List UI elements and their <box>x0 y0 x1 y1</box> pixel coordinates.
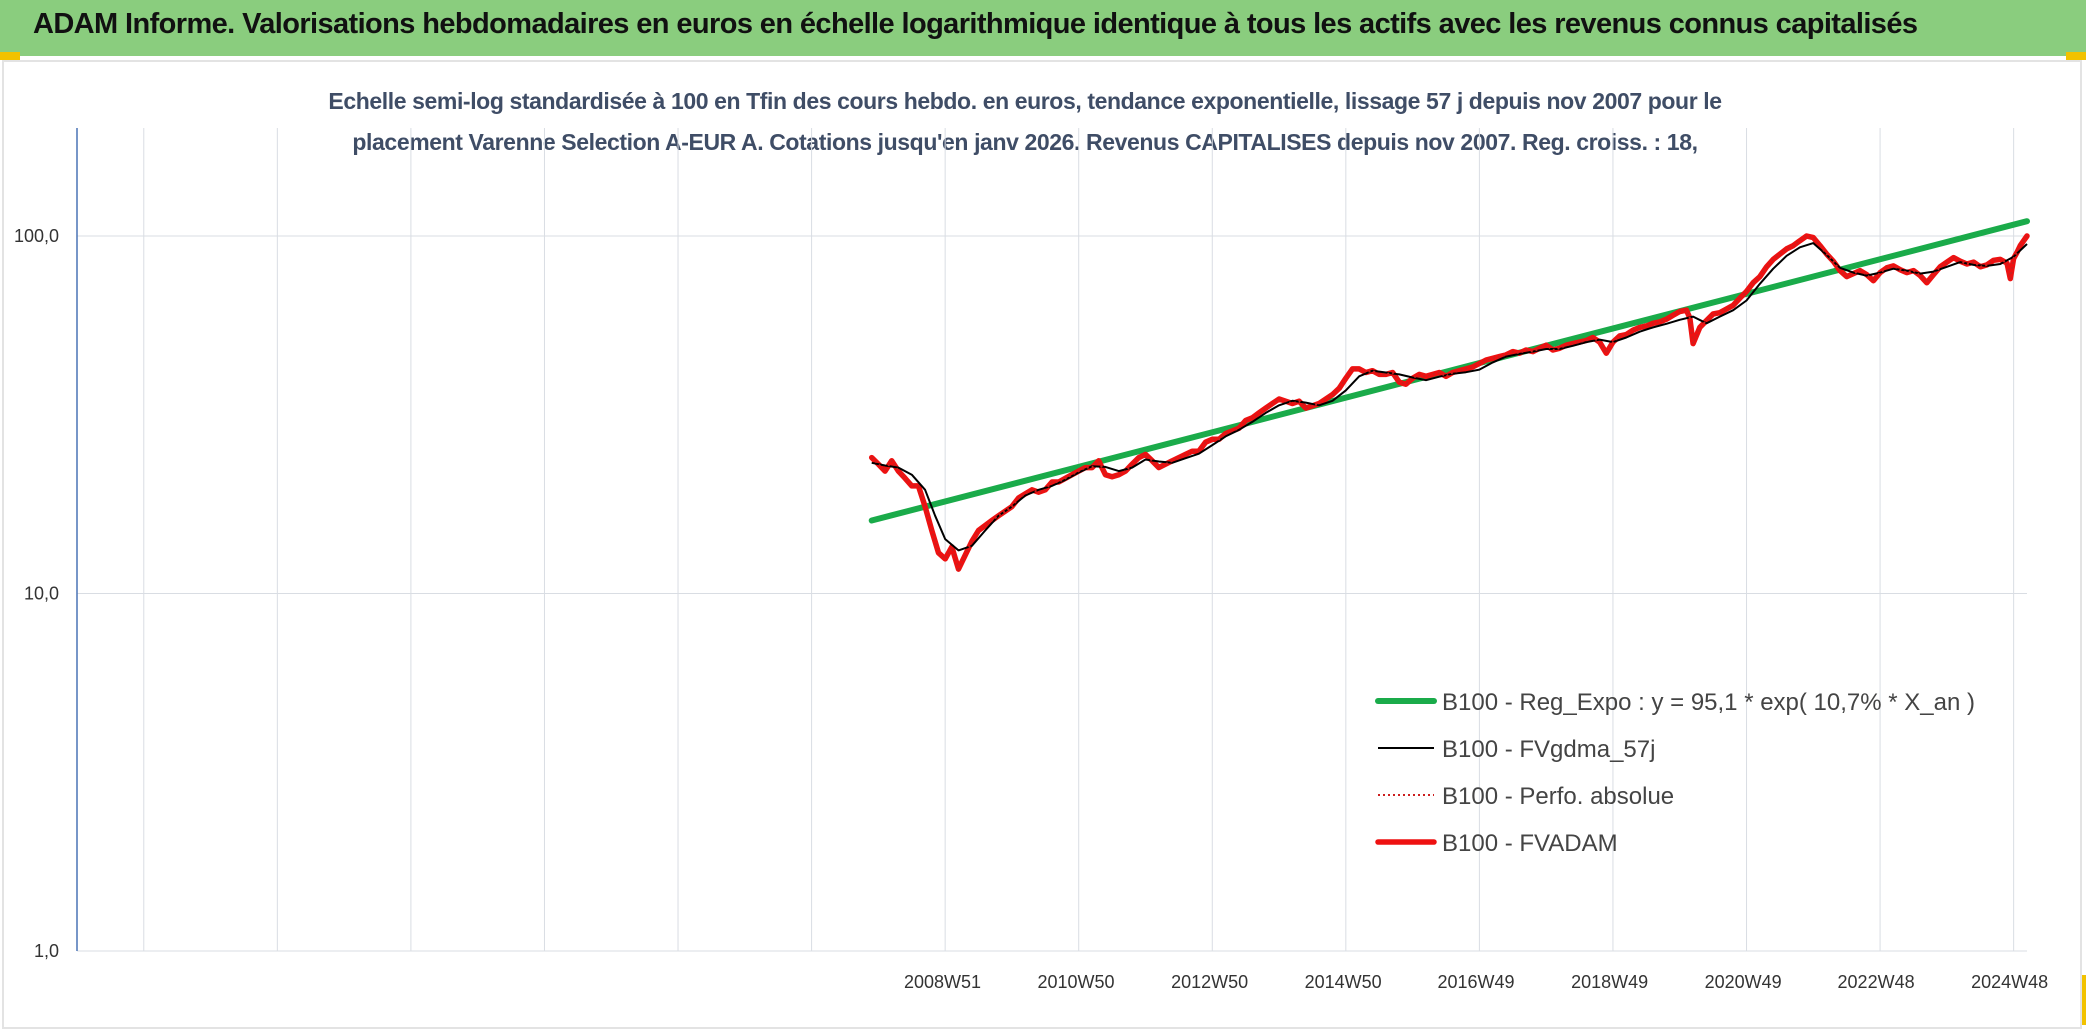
x-tick-label: 2014W50 <box>1305 972 1382 992</box>
series-line-2 <box>871 242 2028 552</box>
corner-mark-bottom-right <box>2080 975 2086 1025</box>
header-bar: ADAM Informe. Valorisations hebdomadaire… <box>0 0 2086 56</box>
corner-mark-top-right <box>2066 52 2086 60</box>
x-tick-label: 2020W49 <box>1705 972 1782 992</box>
y-tick-label: 1,0 <box>34 941 59 961</box>
x-tick-label: 2010W50 <box>1038 972 1115 992</box>
chart-title-line-2: placement Varenne Selection A-EUR A. Cot… <box>352 129 1698 155</box>
x-tick-label: 2024W48 <box>1971 972 2048 992</box>
series-line-4 <box>868 233 2030 572</box>
x-tick-label: 2008W51 <box>904 972 981 992</box>
series-line-1 <box>868 218 2030 524</box>
series-line-3 <box>870 234 2028 572</box>
chart-frame <box>2 60 2082 1029</box>
page-title: ADAM Informe. Valorisations hebdomadaire… <box>33 8 1918 40</box>
x-tick-label: 2018W49 <box>1571 972 1648 992</box>
legend-label-3: B100 - Perfo. absolue <box>1442 783 1674 810</box>
x-tick-label: 2012W50 <box>1171 972 1248 992</box>
legend-label-1: B100 - Reg_Expo : y = 95,1 * exp( 10,7% … <box>1442 689 1975 716</box>
y-tick-label: 10,0 <box>24 584 59 604</box>
x-tick-label: 2016W49 <box>1438 972 1515 992</box>
corner-mark-top-left <box>0 52 20 60</box>
legend-label-4: B100 - FVADAM <box>1442 830 1618 857</box>
chart-title-line-1: Echelle semi-log standardisée à 100 en T… <box>328 88 1722 114</box>
x-tick-label: 2022W48 <box>1838 972 1915 992</box>
legend-label-2: B100 - FVgdma_57j <box>1442 736 1655 763</box>
y-tick-label: 100,0 <box>14 226 59 246</box>
